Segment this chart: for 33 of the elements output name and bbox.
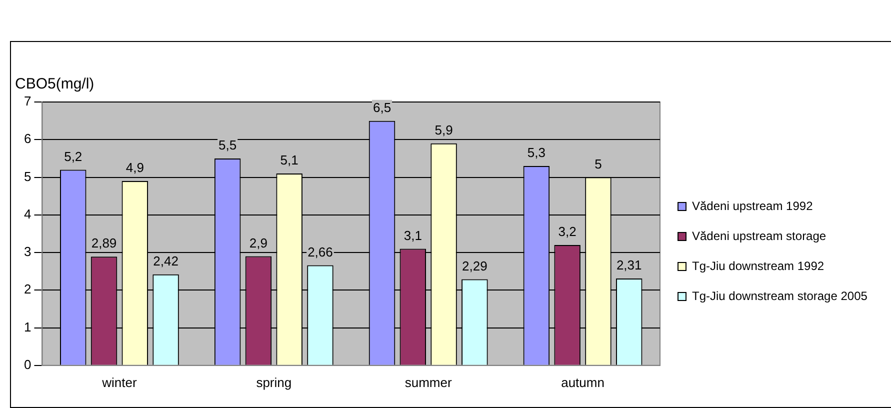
data-label: 3,1 [404, 228, 422, 243]
y-tick-label: 7 [24, 94, 32, 109]
y-tick-label: 0 [24, 356, 32, 372]
data-label: 5,5 [218, 138, 237, 153]
data-label: 5 [594, 156, 602, 172]
data-label: 2,89 [91, 236, 117, 251]
legend-label: Vădeni upstream 1992 [692, 198, 814, 213]
x-tick-label: spring [256, 374, 292, 390]
data-label: 2,66 [308, 244, 333, 260]
y-axis-title: CBO5(mg/l) [15, 76, 94, 93]
data-label: 5,2 [64, 148, 82, 164]
legend-label: Tg-Jiu downstream 1992 [692, 258, 824, 273]
x-tick-label: autumn [561, 374, 604, 390]
data-label: 5,9 [434, 122, 453, 138]
data-label: 6,5 [372, 100, 392, 115]
data-label: 3,2 [558, 224, 576, 240]
data-label: 2,31 [616, 258, 642, 273]
data-label: 2,42 [153, 253, 178, 268]
y-tick-label: 1 [24, 319, 32, 334]
data-label: 2,29 [462, 258, 488, 274]
x-tick-label: winter [101, 374, 138, 390]
y-tick-label: 5 [24, 168, 32, 184]
y-tick-label: 4 [24, 206, 32, 222]
data-label: 5,3 [527, 145, 546, 160]
data-label: 2,9 [249, 235, 268, 250]
data-label: 4,9 [126, 160, 144, 176]
y-tick-label: 3 [24, 244, 32, 260]
legend-label: Vădeni upstream storage [692, 228, 826, 243]
legend-label: Tg-Jiu downstream storage 2005 [692, 288, 868, 303]
x-tick-label: summer [404, 374, 452, 390]
y-tick-label: 6 [24, 131, 32, 146]
y-tick-label: 2 [24, 282, 32, 297]
data-label: 5,1 [280, 152, 298, 168]
